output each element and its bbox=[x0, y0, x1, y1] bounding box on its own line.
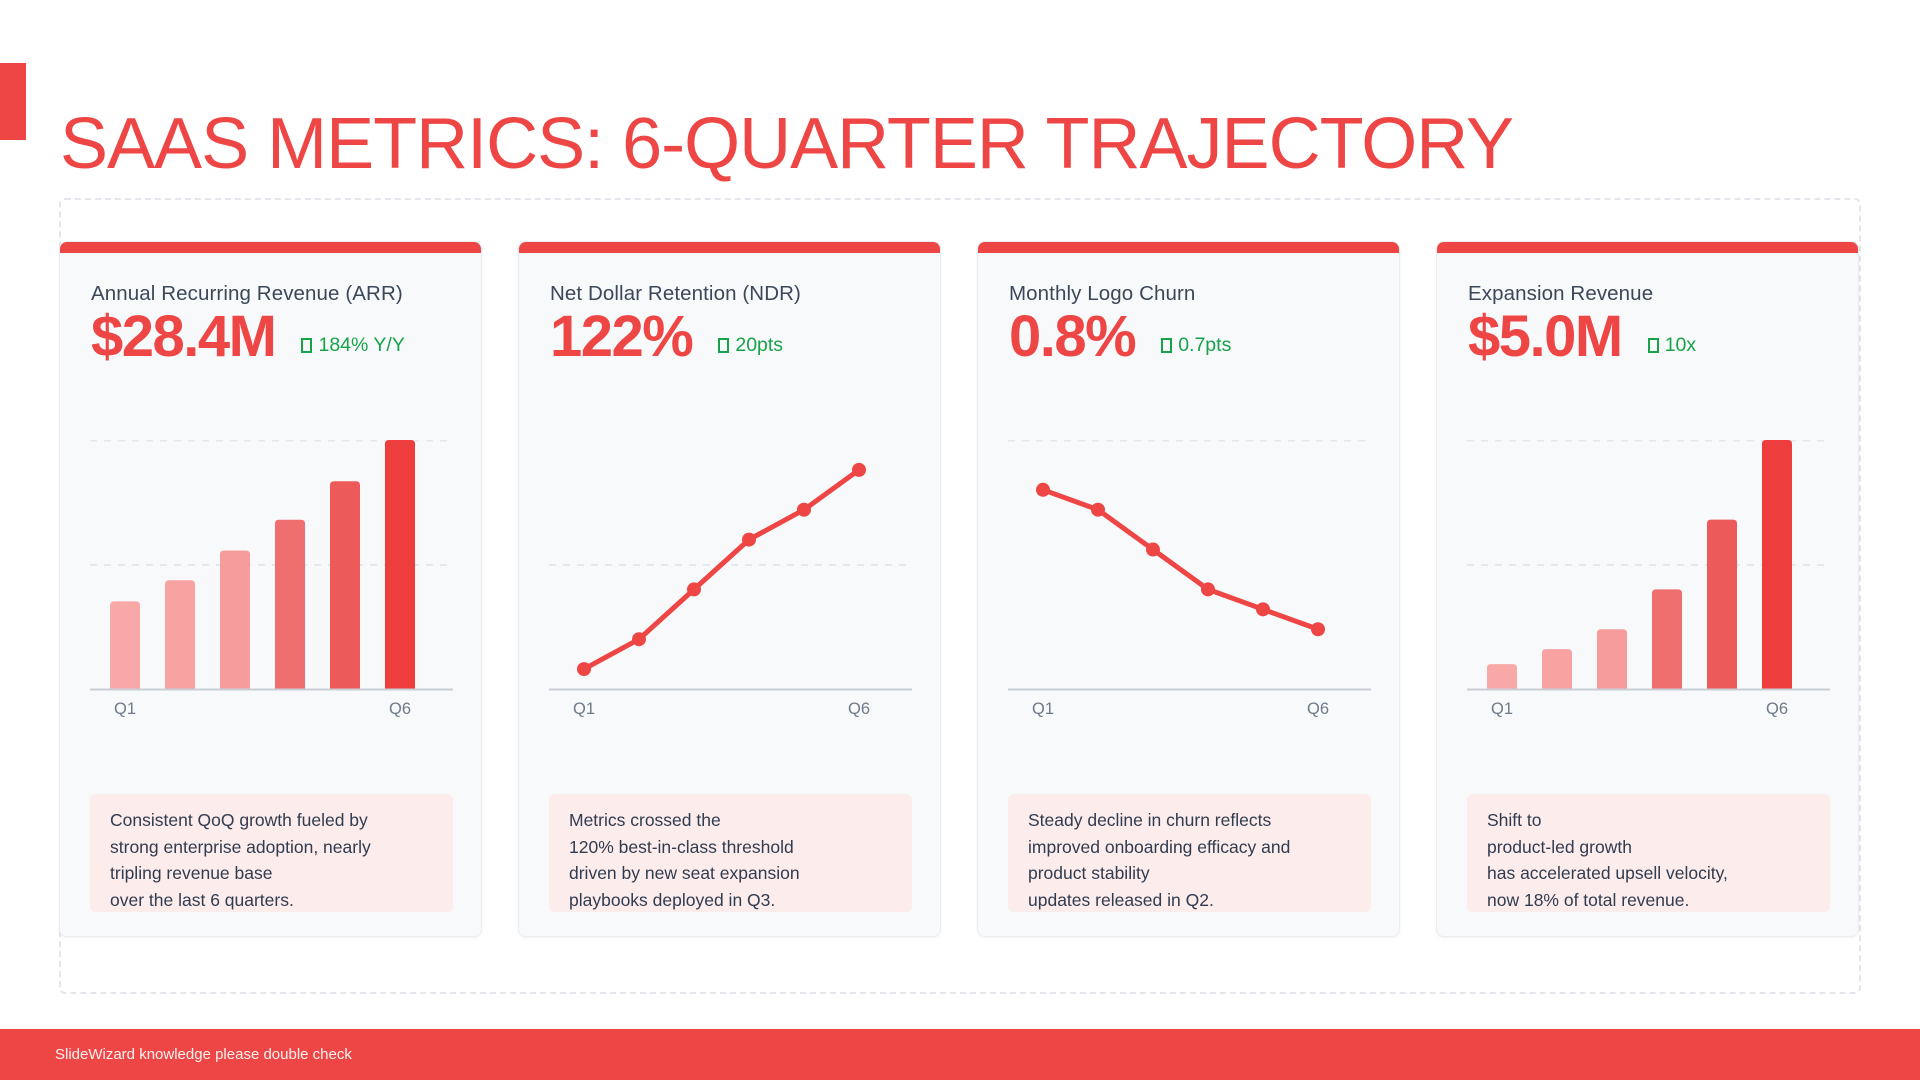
data-point-Q1 bbox=[577, 662, 591, 677]
data-point-Q3 bbox=[1146, 542, 1160, 557]
bar-Q4 bbox=[275, 519, 305, 689]
x-axis-label: Q6 bbox=[389, 700, 411, 718]
chart-ndr-line: Q1 Q6 bbox=[549, 462, 912, 718]
metric-value: $5.0M bbox=[1468, 304, 1623, 369]
delta-glyph-icon bbox=[718, 337, 730, 353]
data-point-Q2 bbox=[1091, 502, 1105, 517]
metric-value: 122% bbox=[550, 304, 694, 369]
bar-Q2 bbox=[165, 580, 195, 689]
line-series bbox=[1040, 487, 1321, 632]
delta-badge: 10x bbox=[1647, 333, 1697, 369]
data-point-Q6 bbox=[852, 462, 866, 477]
data-point-Q4 bbox=[742, 532, 756, 547]
delta-badge: 184% Y/Y bbox=[301, 333, 405, 369]
x-axis-label: Q6 bbox=[848, 700, 870, 718]
chart-arr-bar: Q1 Q6 bbox=[90, 440, 453, 718]
data-point-Q5 bbox=[1256, 602, 1270, 617]
chart-churn-line: Q1 Q6 bbox=[1008, 440, 1371, 718]
delta-badge: 0.7pts bbox=[1161, 334, 1231, 369]
card-accent-bar bbox=[60, 242, 481, 253]
delta-badge: 20pts bbox=[718, 334, 783, 369]
bar-Q5 bbox=[1707, 519, 1737, 689]
value-row: $28.4M 184% Y/Y bbox=[91, 304, 461, 369]
bar-Q5 bbox=[330, 481, 360, 689]
metric-card-churn: Monthly Logo Churn 0.8% 0.7pts Q1 Q6 Stea… bbox=[977, 241, 1400, 937]
metric-value: $28.4M bbox=[91, 304, 277, 369]
x-axis-label: Q1 bbox=[573, 700, 595, 718]
data-point-Q5 bbox=[797, 502, 811, 517]
bar-Q3 bbox=[1597, 629, 1627, 689]
data-point-Q1 bbox=[1036, 482, 1050, 497]
bar-Q2 bbox=[1542, 649, 1572, 689]
delta-glyph-icon bbox=[1647, 337, 1659, 353]
x-axis-label: Q1 bbox=[1491, 700, 1513, 718]
slide-title: SAAS METRICS: 6-QUARTER TRAJECTORY bbox=[60, 104, 1514, 185]
bar-Q1 bbox=[110, 601, 140, 689]
delta-glyph-icon bbox=[301, 337, 313, 353]
bar-Q6 bbox=[1762, 440, 1792, 689]
insight-note: Steady decline in churn reflects improve… bbox=[1008, 794, 1371, 912]
data-point-Q2 bbox=[632, 632, 646, 647]
card-accent-bar bbox=[978, 242, 1399, 253]
card-title: Net Dollar Retention (NDR) bbox=[550, 282, 801, 305]
card-accent-bar bbox=[1437, 242, 1858, 253]
insight-note: Shift to product-led growth has accelera… bbox=[1467, 794, 1830, 912]
value-row: $5.0M 10x bbox=[1468, 304, 1838, 369]
card-title: Expansion Revenue bbox=[1468, 282, 1654, 305]
delta-text: 0.7pts bbox=[1178, 333, 1232, 356]
card-accent-bar bbox=[519, 242, 940, 253]
delta-text: 184% Y/Y bbox=[318, 333, 405, 356]
footer-text: SlideWizard knowledge please double chec… bbox=[55, 1046, 352, 1063]
chart-expansion-bar: Q1 Q6 bbox=[1467, 440, 1830, 718]
delta-text: 20pts bbox=[735, 333, 784, 356]
line-series bbox=[581, 467, 862, 672]
delta-text: 10x bbox=[1664, 333, 1697, 356]
metric-card-expansion: Expansion Revenue $5.0M 10x Q1 Q6 Shift t… bbox=[1436, 241, 1859, 937]
data-point-Q4 bbox=[1201, 582, 1215, 597]
card-title: Monthly Logo Churn bbox=[1009, 282, 1196, 305]
x-axis-label: Q6 bbox=[1766, 700, 1788, 718]
footer-bar: SlideWizard knowledge please double chec… bbox=[0, 1029, 1920, 1080]
card-title: Annual Recurring Revenue (ARR) bbox=[91, 282, 403, 305]
value-row: 122% 20pts bbox=[550, 304, 920, 369]
insight-note: Consistent QoQ growth fueled by strong e… bbox=[90, 794, 453, 912]
x-axis-label: Q1 bbox=[1032, 700, 1054, 718]
insight-note: Metrics crossed the 120% best-in-class t… bbox=[549, 794, 912, 912]
bar-Q1 bbox=[1487, 664, 1517, 689]
data-point-Q6 bbox=[1311, 622, 1325, 637]
bar-Q4 bbox=[1652, 589, 1682, 689]
metric-card-ndr: Net Dollar Retention (NDR) 122% 20pts Q1… bbox=[518, 241, 941, 937]
x-axis-label: Q6 bbox=[1307, 700, 1329, 718]
value-row: 0.8% 0.7pts bbox=[1009, 304, 1379, 369]
delta-glyph-icon bbox=[1161, 337, 1173, 353]
metric-value: 0.8% bbox=[1009, 304, 1137, 369]
bar-Q6 bbox=[385, 440, 415, 689]
data-point-Q3 bbox=[687, 582, 701, 597]
metric-cards-row: Annual Recurring Revenue (ARR) $28.4M 18… bbox=[59, 241, 1861, 937]
title-accent-bar bbox=[0, 63, 26, 140]
bar-Q3 bbox=[220, 550, 250, 689]
metric-card-arr: Annual Recurring Revenue (ARR) $28.4M 18… bbox=[59, 241, 482, 937]
x-axis-label: Q1 bbox=[114, 700, 136, 718]
